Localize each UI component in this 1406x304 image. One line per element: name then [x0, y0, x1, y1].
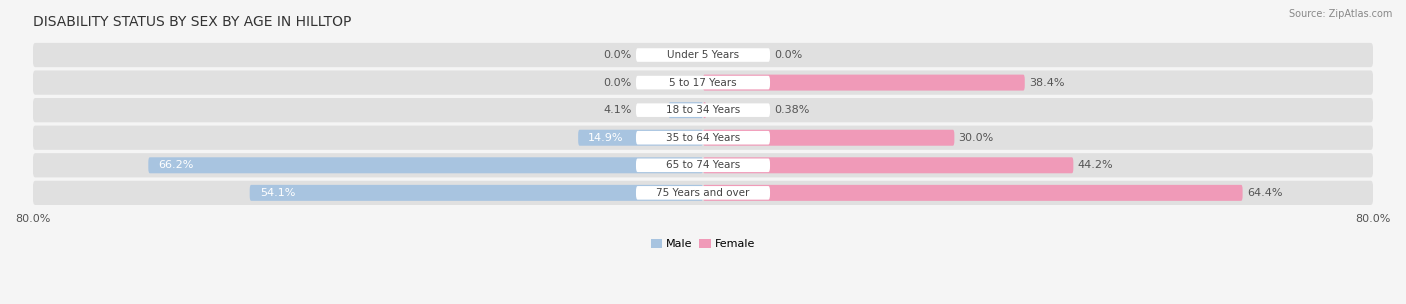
Text: 64.4%: 64.4% [1247, 188, 1282, 198]
FancyBboxPatch shape [32, 126, 1374, 150]
FancyBboxPatch shape [32, 43, 1374, 67]
FancyBboxPatch shape [703, 102, 706, 118]
FancyBboxPatch shape [578, 130, 703, 146]
FancyBboxPatch shape [636, 186, 770, 200]
Text: 4.1%: 4.1% [603, 105, 631, 115]
Text: 0.0%: 0.0% [603, 50, 631, 60]
FancyBboxPatch shape [32, 153, 1374, 178]
FancyBboxPatch shape [636, 76, 770, 89]
FancyBboxPatch shape [669, 102, 703, 118]
FancyBboxPatch shape [703, 157, 1073, 173]
FancyBboxPatch shape [703, 185, 1243, 201]
FancyBboxPatch shape [32, 181, 1374, 205]
FancyBboxPatch shape [703, 74, 1025, 91]
Text: 5 to 17 Years: 5 to 17 Years [669, 78, 737, 88]
Text: Source: ZipAtlas.com: Source: ZipAtlas.com [1288, 9, 1392, 19]
Text: 30.0%: 30.0% [959, 133, 994, 143]
Text: 44.2%: 44.2% [1077, 160, 1114, 170]
FancyBboxPatch shape [636, 103, 770, 117]
Legend: Male, Female: Male, Female [647, 234, 759, 254]
Text: DISABILITY STATUS BY SEX BY AGE IN HILLTOP: DISABILITY STATUS BY SEX BY AGE IN HILLT… [32, 15, 352, 29]
Text: 54.1%: 54.1% [260, 188, 295, 198]
FancyBboxPatch shape [32, 98, 1374, 122]
Text: 0.38%: 0.38% [775, 105, 810, 115]
FancyBboxPatch shape [703, 130, 955, 146]
FancyBboxPatch shape [32, 71, 1374, 95]
Text: 18 to 34 Years: 18 to 34 Years [666, 105, 740, 115]
Text: 0.0%: 0.0% [775, 50, 803, 60]
Text: 38.4%: 38.4% [1029, 78, 1064, 88]
FancyBboxPatch shape [636, 158, 770, 172]
Text: 14.9%: 14.9% [588, 133, 624, 143]
FancyBboxPatch shape [636, 48, 770, 62]
FancyBboxPatch shape [148, 157, 703, 173]
FancyBboxPatch shape [250, 185, 703, 201]
Text: 65 to 74 Years: 65 to 74 Years [666, 160, 740, 170]
Text: 35 to 64 Years: 35 to 64 Years [666, 133, 740, 143]
Text: 0.0%: 0.0% [603, 78, 631, 88]
FancyBboxPatch shape [636, 131, 770, 144]
Text: 66.2%: 66.2% [159, 160, 194, 170]
Text: 75 Years and over: 75 Years and over [657, 188, 749, 198]
Text: Under 5 Years: Under 5 Years [666, 50, 740, 60]
